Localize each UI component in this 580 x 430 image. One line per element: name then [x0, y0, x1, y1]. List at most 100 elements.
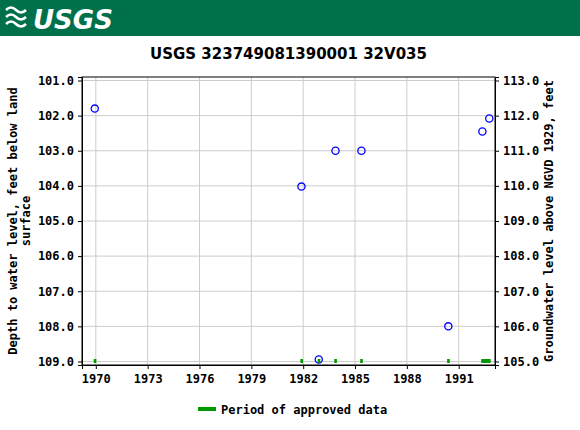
tick: 106.0: [495, 320, 539, 334]
data-point: [358, 147, 365, 154]
tick-mark: [495, 291, 499, 292]
tick-label: 1976: [186, 372, 215, 386]
title: USGS 323749081390001 32V035: [150, 45, 427, 63]
tick-mark: [355, 365, 356, 369]
grid-line-y: [82, 115, 495, 116]
grid-line-y: [82, 291, 495, 292]
tick-mark: [78, 186, 82, 187]
data-point: [91, 105, 98, 112]
tick-mark: [78, 361, 82, 362]
tick: 107.0: [38, 285, 82, 299]
tick: 1976: [186, 365, 215, 386]
tick-mark: [78, 326, 82, 327]
approved-period: [481, 359, 491, 363]
chart: USGSUSGS 323749081390001 32V035197019731…: [0, 0, 580, 430]
plot-area: [82, 77, 495, 365]
grid: [82, 77, 495, 365]
tick-mark: [495, 256, 499, 257]
tick-mark: [495, 326, 499, 327]
tick: 102.0: [38, 109, 82, 123]
tick-mark: [78, 221, 82, 222]
y-axis-title: Depth to water level, feet below land: [6, 87, 20, 354]
approved-period: [300, 359, 303, 363]
grid-line-y: [82, 361, 495, 362]
tick-mark: [78, 291, 82, 292]
tick-label: 1988: [393, 372, 422, 386]
axis-line: [496, 78, 500, 366]
tick-label: 107.0: [38, 285, 74, 299]
legend: Period of approved data: [198, 403, 387, 417]
tick-mark: [495, 151, 499, 152]
logo-text: USGS: [33, 5, 113, 35]
tick-label: 107.0: [503, 285, 539, 299]
tick-mark: [96, 365, 97, 369]
tick-mark: [148, 365, 149, 369]
approved-period: [318, 359, 321, 363]
y-axis-title: surface: [19, 196, 33, 247]
grid-line-y: [82, 221, 495, 222]
logo-wave: [6, 15, 26, 20]
tick: 105.0: [38, 214, 82, 228]
y-axis: 101.0 102.0 103.0 104.0 105.0 106.0 107.0 108.0…: [38, 74, 83, 369]
logo: USGS: [6, 5, 113, 35]
tick-label: 1979: [237, 372, 266, 386]
tick-mark: [495, 221, 499, 222]
tick-label: 104.0: [38, 179, 74, 193]
tick: 104.0: [38, 179, 82, 193]
tick-label: 105.0: [38, 214, 74, 228]
tick-mark: [495, 116, 499, 117]
tick: 1985: [341, 365, 370, 386]
legend-swatch: [198, 407, 216, 411]
tick-mark: [495, 186, 499, 187]
tick-label: 105.0: [503, 355, 539, 369]
tick-mark: [407, 365, 408, 369]
data-point: [445, 323, 452, 330]
tick: 1973: [134, 365, 163, 386]
tick: 109.0: [38, 355, 82, 369]
x-axis: 1970 1973 1976 1979 1982 1985 1988 1991: [82, 365, 496, 386]
tick-label: 1973: [134, 372, 163, 386]
tick: 111.0: [495, 144, 539, 158]
tick-label: 103.0: [38, 144, 74, 158]
tick-mark: [303, 365, 304, 369]
tick-mark: [495, 361, 499, 362]
tick: 1991: [445, 365, 474, 386]
data-point: [298, 183, 305, 190]
grid-line-y: [82, 185, 495, 186]
tick-label: 106.0: [503, 320, 539, 334]
approved-period: [360, 359, 363, 363]
tick-label: 108.0: [38, 320, 74, 334]
axis-line: [83, 366, 496, 370]
tick-label: 111.0: [503, 144, 539, 158]
tick-label: 102.0: [38, 109, 74, 123]
tick-mark: [459, 365, 460, 369]
marks: [91, 105, 493, 363]
axis-line: [78, 78, 83, 366]
tick-mark: [78, 256, 82, 257]
tick-label: 113.0: [503, 74, 539, 88]
logo-wave: [6, 22, 26, 27]
header-band: [0, 0, 580, 36]
tick-mark: [78, 116, 82, 117]
tick: 106.0: [38, 249, 82, 263]
tick: 1970: [82, 365, 111, 386]
tick: 105.0: [495, 355, 539, 369]
tick: 107.0: [495, 285, 539, 299]
tick: 108.0: [38, 320, 82, 334]
legend-label: Period of approved data: [221, 403, 387, 417]
tick-label: 1985: [341, 372, 370, 386]
tick-label: 1970: [82, 372, 111, 386]
tick: 1988: [393, 365, 422, 386]
approved-period: [94, 359, 97, 363]
plot-frame: [82, 77, 495, 365]
grid-line-y: [82, 326, 495, 327]
tick-label: 112.0: [503, 109, 539, 123]
tick-label: 109.0: [38, 355, 74, 369]
tick-label: 106.0: [38, 249, 74, 263]
tick-label: 110.0: [503, 179, 539, 193]
approved-period: [334, 359, 337, 363]
tick: 101.0: [38, 74, 82, 88]
data-point: [486, 115, 493, 122]
tick-mark: [78, 81, 82, 82]
tick-label: 1982: [289, 372, 318, 386]
